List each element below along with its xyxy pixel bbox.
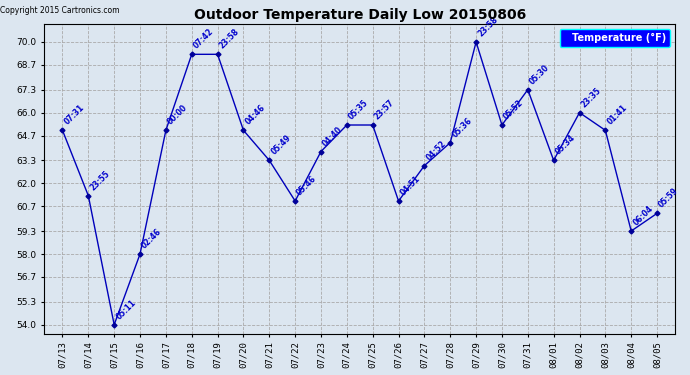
- Text: 04:40: 04:40: [321, 124, 344, 148]
- Text: 23:55: 23:55: [88, 169, 112, 192]
- Text: 05:34: 05:34: [553, 134, 577, 157]
- Text: 07:31: 07:31: [63, 103, 86, 127]
- Text: 01:41: 01:41: [605, 104, 629, 127]
- Text: 05:52: 05:52: [502, 98, 525, 122]
- Text: 23:58: 23:58: [476, 15, 500, 38]
- Text: 00:00: 00:00: [166, 104, 189, 127]
- Text: 05:49: 05:49: [269, 134, 293, 157]
- Text: 07:42: 07:42: [192, 27, 215, 51]
- Text: 02:46: 02:46: [140, 227, 164, 251]
- Text: 05:36: 05:36: [451, 116, 473, 139]
- Text: 05:11: 05:11: [114, 298, 137, 321]
- Text: 04:51: 04:51: [399, 174, 422, 198]
- Text: 05:59: 05:59: [657, 187, 680, 210]
- Text: 06:04: 06:04: [631, 204, 655, 228]
- Text: 05:35: 05:35: [347, 98, 370, 122]
- Legend: Temperature (°F): Temperature (°F): [560, 29, 670, 47]
- Text: 04:46: 04:46: [244, 104, 267, 127]
- Text: 05:30: 05:30: [528, 63, 551, 86]
- Text: 04:52: 04:52: [424, 139, 448, 162]
- Text: Copyright 2015 Cartronics.com: Copyright 2015 Cartronics.com: [0, 6, 120, 15]
- Text: 23:35: 23:35: [580, 86, 603, 109]
- Text: 23:58: 23:58: [217, 27, 241, 51]
- Title: Outdoor Temperature Daily Low 20150806: Outdoor Temperature Daily Low 20150806: [194, 8, 526, 22]
- Text: 05:46: 05:46: [295, 174, 319, 198]
- Text: 23:57: 23:57: [373, 98, 396, 122]
